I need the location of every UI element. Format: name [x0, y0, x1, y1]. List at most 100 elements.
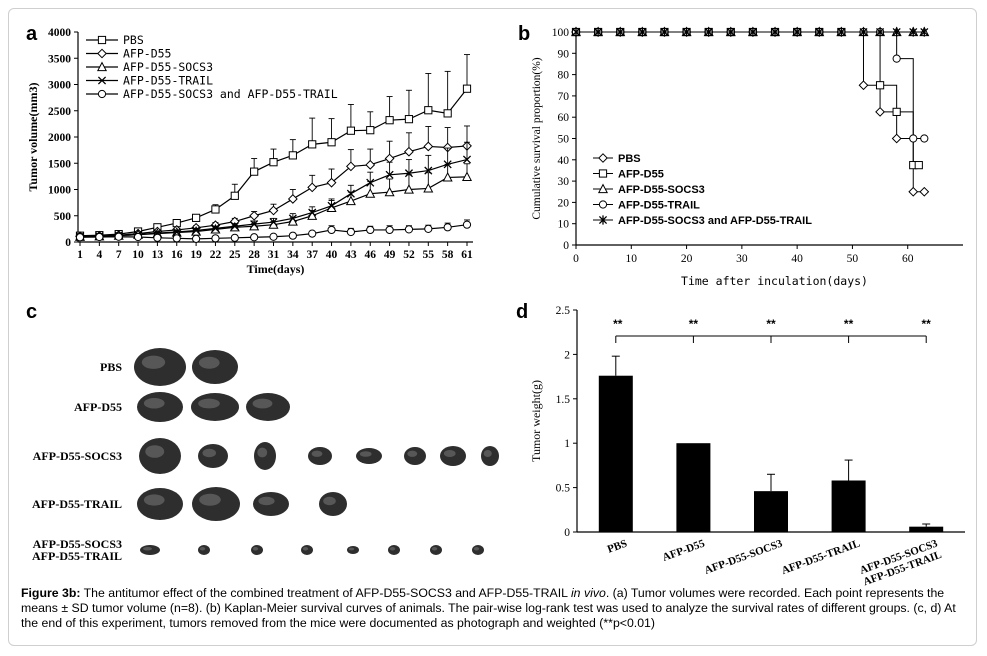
- data-point-b: [891, 133, 902, 144]
- tumor-sample: [301, 545, 313, 555]
- tumor-sample: [198, 545, 210, 555]
- data-point-a: [404, 115, 414, 124]
- tumor-sample: [137, 392, 183, 422]
- significance-label-d: **: [689, 317, 699, 331]
- data-point-a: [442, 171, 453, 182]
- significance-label-d: **: [922, 317, 932, 331]
- data-point-a: [462, 155, 472, 164]
- data-point-b: [920, 134, 929, 143]
- x-tick-label-a: 61: [461, 249, 473, 261]
- data-point-a: [268, 205, 279, 216]
- significance-label-d: **: [613, 317, 623, 331]
- data-point-b: [892, 107, 901, 116]
- x-tick-label-a: 10: [132, 249, 144, 261]
- x-tick-label-a: 40: [326, 249, 338, 261]
- tumor-highlight: [443, 450, 456, 457]
- data-point-b: [914, 161, 923, 170]
- data-point-a: [423, 141, 434, 152]
- tumor-highlight: [302, 547, 309, 551]
- data-point-b: [909, 134, 918, 143]
- data-point-a: [345, 161, 356, 172]
- tumor-highlight: [257, 447, 268, 458]
- x-tick-label-a: 34: [287, 249, 299, 261]
- legend-marker-a: [97, 89, 107, 99]
- data-point-b: [815, 27, 824, 37]
- x-tick-label-b: 30: [736, 253, 748, 265]
- series-a-3: [75, 141, 472, 241]
- x-tick-label-a: 16: [171, 249, 183, 261]
- legend-label-b: AFP-D55: [618, 169, 664, 181]
- tumor-row-label: AFP-D55-TRAIL: [32, 497, 122, 511]
- tumor-sample: [356, 448, 382, 464]
- tumor-sample: [430, 545, 442, 555]
- data-point-a: [211, 205, 220, 214]
- data-point-a: [95, 232, 104, 242]
- legend-label-b: PBS: [618, 153, 641, 165]
- data-point-a: [385, 170, 394, 179]
- y-tick-label-d: 0.5: [556, 483, 571, 495]
- tumor-sample: [347, 546, 359, 554]
- data-point-a: [326, 177, 337, 188]
- data-point-b: [876, 27, 885, 37]
- data-point-a: [462, 84, 472, 93]
- survival-line-b: [576, 31, 919, 166]
- legend-marker-a: [96, 61, 108, 72]
- data-point-b: [726, 27, 735, 37]
- tumor-highlight: [483, 450, 492, 457]
- y-tick-label-a: 1000: [48, 185, 71, 197]
- tumor-sample: [246, 393, 290, 421]
- data-point-a: [404, 146, 414, 157]
- y-tick-label-d: 1: [564, 438, 570, 450]
- tumor-sample: [137, 488, 183, 520]
- tumor-highlight: [199, 547, 206, 551]
- tumor-highlight: [143, 547, 152, 551]
- data-point-a: [365, 188, 376, 198]
- y-tick-label-b: 40: [558, 155, 570, 167]
- data-point-b: [682, 27, 691, 37]
- data-point-a: [308, 229, 317, 238]
- data-point-a: [424, 106, 433, 115]
- data-point-a: [230, 233, 239, 242]
- x-tick-label-a: 52: [403, 249, 415, 261]
- x-tick-label-b: 0: [573, 253, 579, 265]
- tumor-highlight: [252, 547, 259, 551]
- category-label-d: AFP-D55-SOCS3: [703, 537, 785, 576]
- tumor-highlight: [143, 398, 165, 409]
- caption-text-1: The antitumor effect of the combined tre…: [80, 586, 571, 600]
- data-point-a: [288, 151, 297, 160]
- y-tick-label-b: 20: [558, 197, 570, 209]
- tumor-row-label: AFP-D55: [74, 400, 122, 414]
- data-point-b: [858, 80, 869, 91]
- x-tick-label-b: 40: [791, 253, 803, 265]
- legend-label-b: AFP-D55-SOCS3: [618, 184, 705, 196]
- data-point-a: [308, 140, 317, 149]
- data-point-a: [345, 195, 356, 206]
- x-tick-label-b: 20: [681, 253, 693, 265]
- data-point-a: [75, 233, 85, 242]
- data-point-a: [133, 232, 143, 242]
- legend-marker-b: [598, 169, 608, 178]
- data-point-a: [327, 201, 336, 210]
- x-tick-label-a: 4: [96, 249, 102, 261]
- tumor-highlight: [473, 547, 480, 551]
- tumor-sample: [134, 348, 186, 386]
- y-tick-label-b: 0: [563, 240, 569, 252]
- data-point-a: [404, 169, 414, 178]
- data-point-a: [424, 166, 433, 175]
- data-point-a: [365, 159, 376, 170]
- data-point-a: [269, 232, 278, 241]
- data-point-a: [366, 126, 375, 135]
- y-tick-label-a: 3000: [48, 80, 71, 92]
- x-tick-label-a: 13: [152, 249, 164, 261]
- data-point-a: [192, 234, 201, 243]
- y-tick-label-b: 30: [558, 176, 570, 188]
- legend-label-a: AFP-D55: [123, 47, 171, 61]
- tumor-highlight: [431, 547, 438, 551]
- data-point-b: [837, 27, 846, 37]
- panel-letter-c: c: [26, 301, 37, 323]
- panel-c-photo: PBSAFP-D55AFP-D55-SOCS3AFP-D55-TRAILAFP-…: [32, 348, 499, 563]
- data-point-a: [366, 225, 375, 235]
- data-point-b: [616, 27, 625, 37]
- tumor-highlight: [252, 398, 273, 409]
- tumor-sample: [254, 442, 276, 470]
